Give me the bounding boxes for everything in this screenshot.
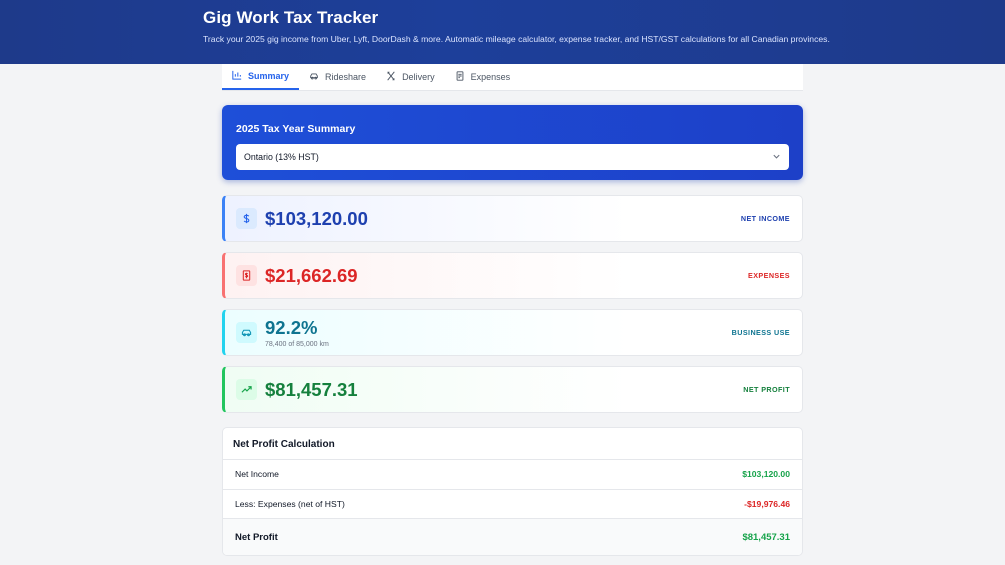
business-use-card: 92.2% 78,400 of 85,000 km BUSINESS USE bbox=[222, 309, 803, 356]
net-profit-card: $81,457.31 NET PROFIT bbox=[222, 366, 803, 413]
expenses-card: $21,662.69 EXPENSES bbox=[222, 252, 803, 299]
car-icon bbox=[309, 71, 319, 83]
business-use-value: 92.2% bbox=[265, 317, 318, 338]
calc-row-net-income: Net Income $103,120.00 bbox=[223, 460, 802, 490]
receipt-icon bbox=[455, 71, 465, 83]
calc-row-amount: -$19,976.46 bbox=[744, 498, 790, 509]
business-use-label: BUSINESS USE bbox=[731, 328, 790, 337]
calc-row-label: Net Income bbox=[235, 469, 279, 480]
tab-rideshare-label: Rideshare bbox=[325, 72, 367, 82]
business-use-km: 78,400 of 85,000 km bbox=[265, 341, 329, 348]
net-income-label: NET INCOME bbox=[740, 214, 790, 223]
dollar-icon bbox=[236, 208, 257, 229]
tab-expenses-label: Expenses bbox=[470, 72, 511, 82]
main-content: Summary Rideshare Delivery Expenses 2025… bbox=[222, 64, 803, 556]
net-profit-value: $81,457.31 bbox=[265, 378, 358, 400]
tab-rideshare[interactable]: Rideshare bbox=[299, 64, 376, 90]
tab-expenses[interactable]: Expenses bbox=[445, 64, 521, 90]
net-income-card: $103,120.00 NET INCOME bbox=[222, 195, 803, 242]
car-icon bbox=[236, 322, 257, 343]
net-income-value: $103,120.00 bbox=[265, 207, 368, 229]
app-subtitle: Track your 2025 gig income from Uber, Ly… bbox=[203, 34, 830, 44]
tab-summary-label: Summary bbox=[248, 71, 290, 81]
chevron-down-icon bbox=[772, 152, 781, 163]
app-title: Gig Work Tax Tracker bbox=[203, 8, 379, 27]
calc-row-net-profit: Net Profit $81,457.31 bbox=[223, 519, 802, 555]
summary-title: 2025 Tax Year Summary bbox=[236, 123, 356, 135]
utensils-icon bbox=[386, 71, 396, 83]
tab-delivery[interactable]: Delivery bbox=[376, 64, 445, 90]
tab-delivery-label: Delivery bbox=[402, 72, 435, 82]
bar-chart-icon bbox=[232, 70, 242, 82]
province-select[interactable]: Ontario (13% HST) bbox=[236, 144, 789, 170]
net-profit-calculation: Net Profit Calculation Net Income $103,1… bbox=[222, 427, 803, 556]
trending-up-icon bbox=[236, 379, 257, 400]
tax-year-summary-card: 2025 Tax Year Summary Ontario (13% HST) bbox=[222, 105, 803, 180]
calculation-title: Net Profit Calculation bbox=[223, 428, 802, 460]
app-header: Gig Work Tax Tracker Track your 2025 gig… bbox=[0, 0, 1005, 64]
calc-row-amount: $103,120.00 bbox=[742, 469, 790, 480]
calc-row-expenses: Less: Expenses (net of HST) -$19,976.46 bbox=[223, 490, 802, 519]
expenses-label: EXPENSES bbox=[748, 271, 790, 280]
tab-summary[interactable]: Summary bbox=[222, 64, 300, 90]
receipt-icon bbox=[236, 265, 257, 286]
calc-row-amount: $81,457.31 bbox=[742, 531, 790, 543]
province-select-value: Ontario (13% HST) bbox=[244, 152, 319, 162]
expenses-value: $21,662.69 bbox=[265, 264, 358, 286]
tab-bar: Summary Rideshare Delivery Expenses bbox=[222, 64, 803, 91]
calc-row-label: Net Profit bbox=[235, 531, 278, 543]
calc-row-label: Less: Expenses (net of HST) bbox=[235, 498, 345, 509]
net-profit-label: NET PROFIT bbox=[743, 385, 790, 394]
